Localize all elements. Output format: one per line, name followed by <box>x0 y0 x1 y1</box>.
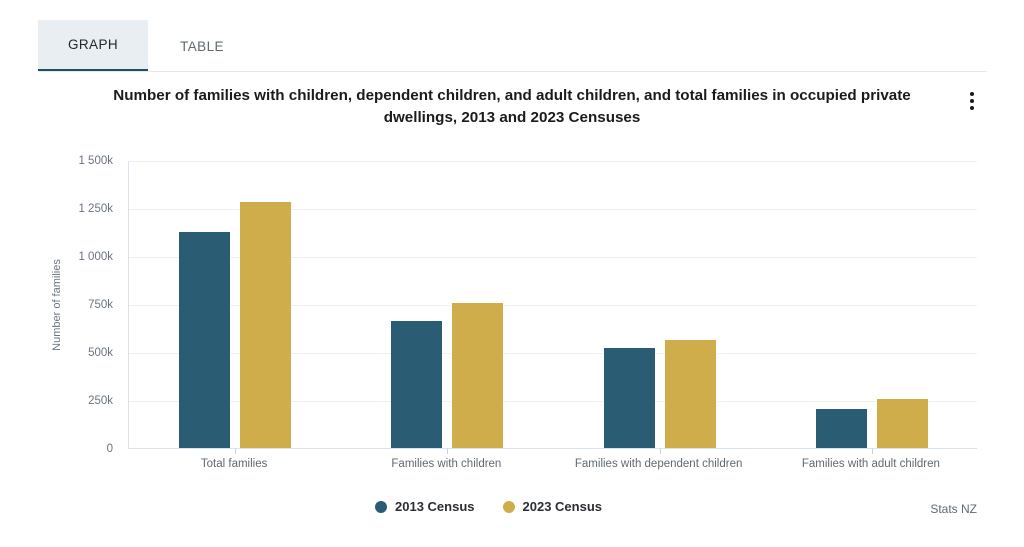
legend-label: 2013 Census <box>395 499 475 514</box>
attribution-stats-nz: Stats NZ <box>930 502 977 516</box>
bar-2013-2[interactable] <box>391 320 443 448</box>
bar-2023-2[interactable] <box>452 303 504 448</box>
legend-label: 2023 Census <box>522 499 603 514</box>
x-axis-tick <box>447 449 449 454</box>
bar-2023-4[interactable] <box>876 399 928 448</box>
x-category-label: Families with dependent children <box>574 458 743 470</box>
y-tick-label: 250k <box>88 395 113 407</box>
x-category-label: Total families <box>200 458 268 470</box>
tab-table[interactable]: TABLE <box>180 38 224 54</box>
y-tick-label: 750k <box>88 299 113 311</box>
y-axis-tick-labels: 1 500k 1 250k 1 000k 750k 500k 250k 0 <box>0 155 117 455</box>
legend-item-2013[interactable]: 2013 Census <box>375 499 475 514</box>
x-axis-tick <box>235 449 237 454</box>
plot-area <box>128 161 977 454</box>
legend: 2013 Census 2023 Census <box>0 499 977 514</box>
tab-graph[interactable]: GRAPH <box>38 20 148 72</box>
gridline <box>129 209 977 210</box>
gridline <box>129 161 977 162</box>
kebab-menu-icon[interactable] <box>963 88 981 114</box>
legend-dot-icon <box>375 500 387 513</box>
bar-2013-3[interactable] <box>603 348 655 448</box>
gridline <box>129 353 977 354</box>
legend-dot-icon <box>502 500 515 513</box>
y-tick-label: 1 500k <box>78 155 113 167</box>
bar-2013-1[interactable] <box>179 232 231 448</box>
x-category-label: Families with children <box>391 458 502 470</box>
y-tick-label: 0 <box>106 443 113 455</box>
bar-2023-3[interactable] <box>664 340 716 448</box>
tabbar: GRAPH TABLE <box>38 20 256 72</box>
x-category-label: Families with adult children <box>801 458 940 470</box>
chart-title: Number of families with children, depend… <box>113 87 911 126</box>
x-axis-tick <box>871 449 873 454</box>
y-tick-label: 1 250k <box>78 203 113 215</box>
gridline <box>129 401 977 402</box>
x-axis-tick <box>659 449 661 454</box>
gridline <box>129 305 977 306</box>
tabbar-divider <box>38 71 987 72</box>
y-tick-label: 1 000k <box>78 251 113 263</box>
bar-2023-1[interactable] <box>240 201 292 448</box>
bar-2013-4[interactable] <box>815 408 867 448</box>
y-tick-label: 500k <box>88 347 113 359</box>
legend-item-2023[interactable]: 2023 Census <box>502 499 603 514</box>
gridline <box>129 257 977 258</box>
x-axis-category-labels: Total families Families with children Fami… <box>128 458 977 474</box>
